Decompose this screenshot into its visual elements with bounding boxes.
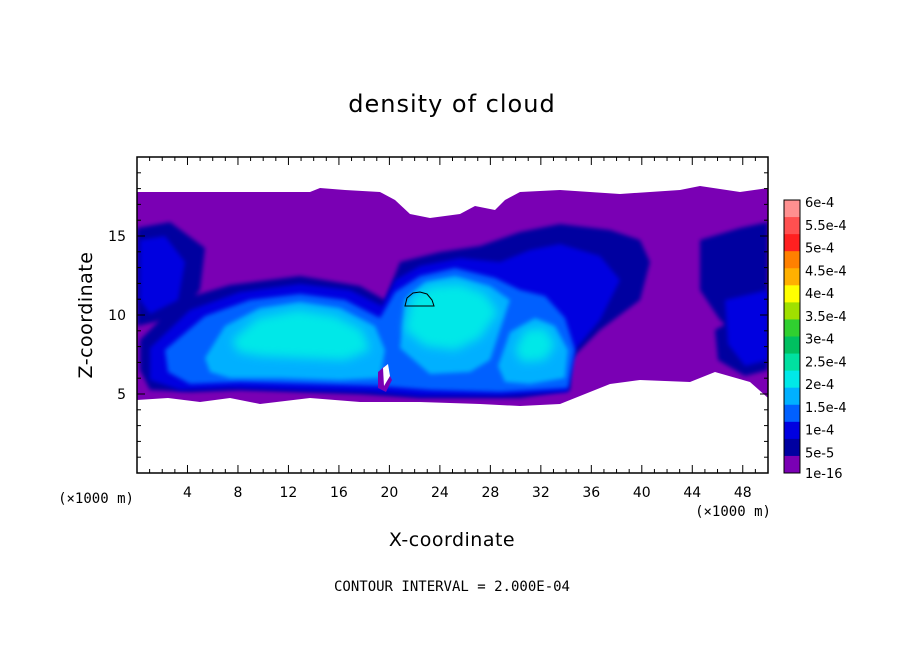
x-axis-label: X-coordinate	[389, 529, 515, 551]
x-tick-label: 16	[330, 485, 348, 501]
y-tick-label: 10	[108, 308, 126, 324]
colorbar-swatch	[784, 234, 800, 252]
colorbar: 6e-4 5.5e-4 5e-4 4.5e-4 4e-4 3.5e-4 3e-4 2.5e-4…	[783, 196, 847, 482]
colorbar-label: 3e-4	[805, 333, 834, 348]
colorbar-label: 4e-4	[805, 287, 834, 302]
x-tick-label: 8	[233, 485, 242, 501]
x-tick-label: 20	[380, 485, 398, 501]
colorbar-swatch	[784, 217, 800, 235]
contour-interval-label: CONTOUR INTERVAL = 2.000E-04	[334, 579, 570, 595]
colorbar-swatch	[784, 404, 800, 423]
y-axis-ticks: 5 10 15	[108, 172, 768, 458]
colorbar-swatch	[784, 438, 800, 457]
colorbar-label: 2.5e-4	[805, 355, 847, 370]
y-tick-label: 15	[108, 229, 126, 245]
x-tick-label: 4	[183, 485, 192, 501]
x-unit-label: (×1000 m)	[695, 504, 771, 520]
x-tick-label: 40	[633, 485, 651, 501]
colorbar-label: 3.5e-4	[805, 310, 847, 325]
colorbar-swatch	[784, 200, 800, 218]
colorbar-swatch	[784, 319, 800, 337]
cloud-density-field	[137, 186, 768, 406]
contour-level-2.5e-4	[232, 284, 555, 362]
colorbar-swatch	[784, 455, 800, 474]
y-tick-label: 5	[117, 387, 126, 403]
z-unit-label: (×1000 m)	[58, 491, 134, 507]
x-tick-label: 44	[683, 485, 701, 501]
colorbar-frame	[783, 199, 801, 474]
x-tick-label: 36	[582, 485, 600, 501]
colorbar-swatch	[784, 251, 800, 269]
cloud-gap-notch-2	[383, 364, 390, 386]
colorbar-label: 1e-4	[805, 424, 834, 439]
colorbar-swatch	[784, 387, 800, 406]
colorbar-swatch	[784, 421, 800, 440]
x-tick-label: 28	[481, 485, 499, 501]
colorbar-swatch	[784, 353, 800, 372]
colorbar-swatch	[784, 268, 800, 286]
colorbar-swatch	[784, 336, 800, 355]
colorbar-label: 1e-16	[805, 467, 843, 482]
colorbar-label: 1.5e-4	[805, 401, 847, 416]
x-tick-label: 12	[280, 485, 298, 501]
colorbar-label: 5e-5	[805, 446, 834, 461]
colorbar-label: 4.5e-4	[805, 264, 847, 279]
y-axis-label: Z-coordinate	[75, 252, 97, 379]
colorbar-label: 5.5e-4	[805, 219, 847, 234]
x-tick-label: 32	[532, 485, 550, 501]
colorbar-label: 6e-4	[805, 196, 834, 211]
contour-line-2e-4	[404, 291, 435, 307]
colorbar-swatch	[784, 302, 800, 320]
x-tick-label: 24	[431, 485, 449, 501]
colorbar-label: 2e-4	[805, 378, 834, 393]
x-tick-label: 48	[734, 485, 752, 501]
colorbar-swatch	[784, 370, 800, 389]
x-axis-ticks: 4 8 12 16 20 24 28 32 36 40 44 48	[149, 157, 756, 501]
chart-title: density of cloud	[348, 90, 555, 118]
colorbar-label: 5e-4	[805, 242, 834, 257]
colorbar-swatch	[784, 285, 800, 303]
